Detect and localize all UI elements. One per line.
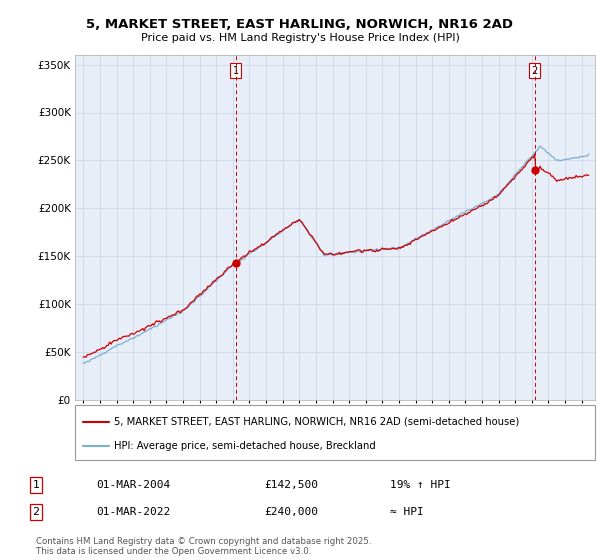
Text: 1: 1 xyxy=(32,480,40,490)
Text: 2: 2 xyxy=(32,507,40,517)
Text: Contains HM Land Registry data © Crown copyright and database right 2025.
This d: Contains HM Land Registry data © Crown c… xyxy=(36,537,371,557)
Text: £240,000: £240,000 xyxy=(264,507,318,517)
Text: HPI: Average price, semi-detached house, Breckland: HPI: Average price, semi-detached house,… xyxy=(114,441,376,451)
Text: Price paid vs. HM Land Registry's House Price Index (HPI): Price paid vs. HM Land Registry's House … xyxy=(140,33,460,43)
Text: 1: 1 xyxy=(233,66,239,76)
Text: 5, MARKET STREET, EAST HARLING, NORWICH, NR16 2AD (semi-detached house): 5, MARKET STREET, EAST HARLING, NORWICH,… xyxy=(114,417,519,427)
Text: 01-MAR-2004: 01-MAR-2004 xyxy=(96,480,170,490)
Text: 5, MARKET STREET, EAST HARLING, NORWICH, NR16 2AD: 5, MARKET STREET, EAST HARLING, NORWICH,… xyxy=(86,18,514,31)
Text: ≈ HPI: ≈ HPI xyxy=(390,507,424,517)
Text: 19% ↑ HPI: 19% ↑ HPI xyxy=(390,480,451,490)
Text: £142,500: £142,500 xyxy=(264,480,318,490)
Text: 01-MAR-2022: 01-MAR-2022 xyxy=(96,507,170,517)
Text: 2: 2 xyxy=(532,66,538,76)
FancyBboxPatch shape xyxy=(75,405,595,460)
